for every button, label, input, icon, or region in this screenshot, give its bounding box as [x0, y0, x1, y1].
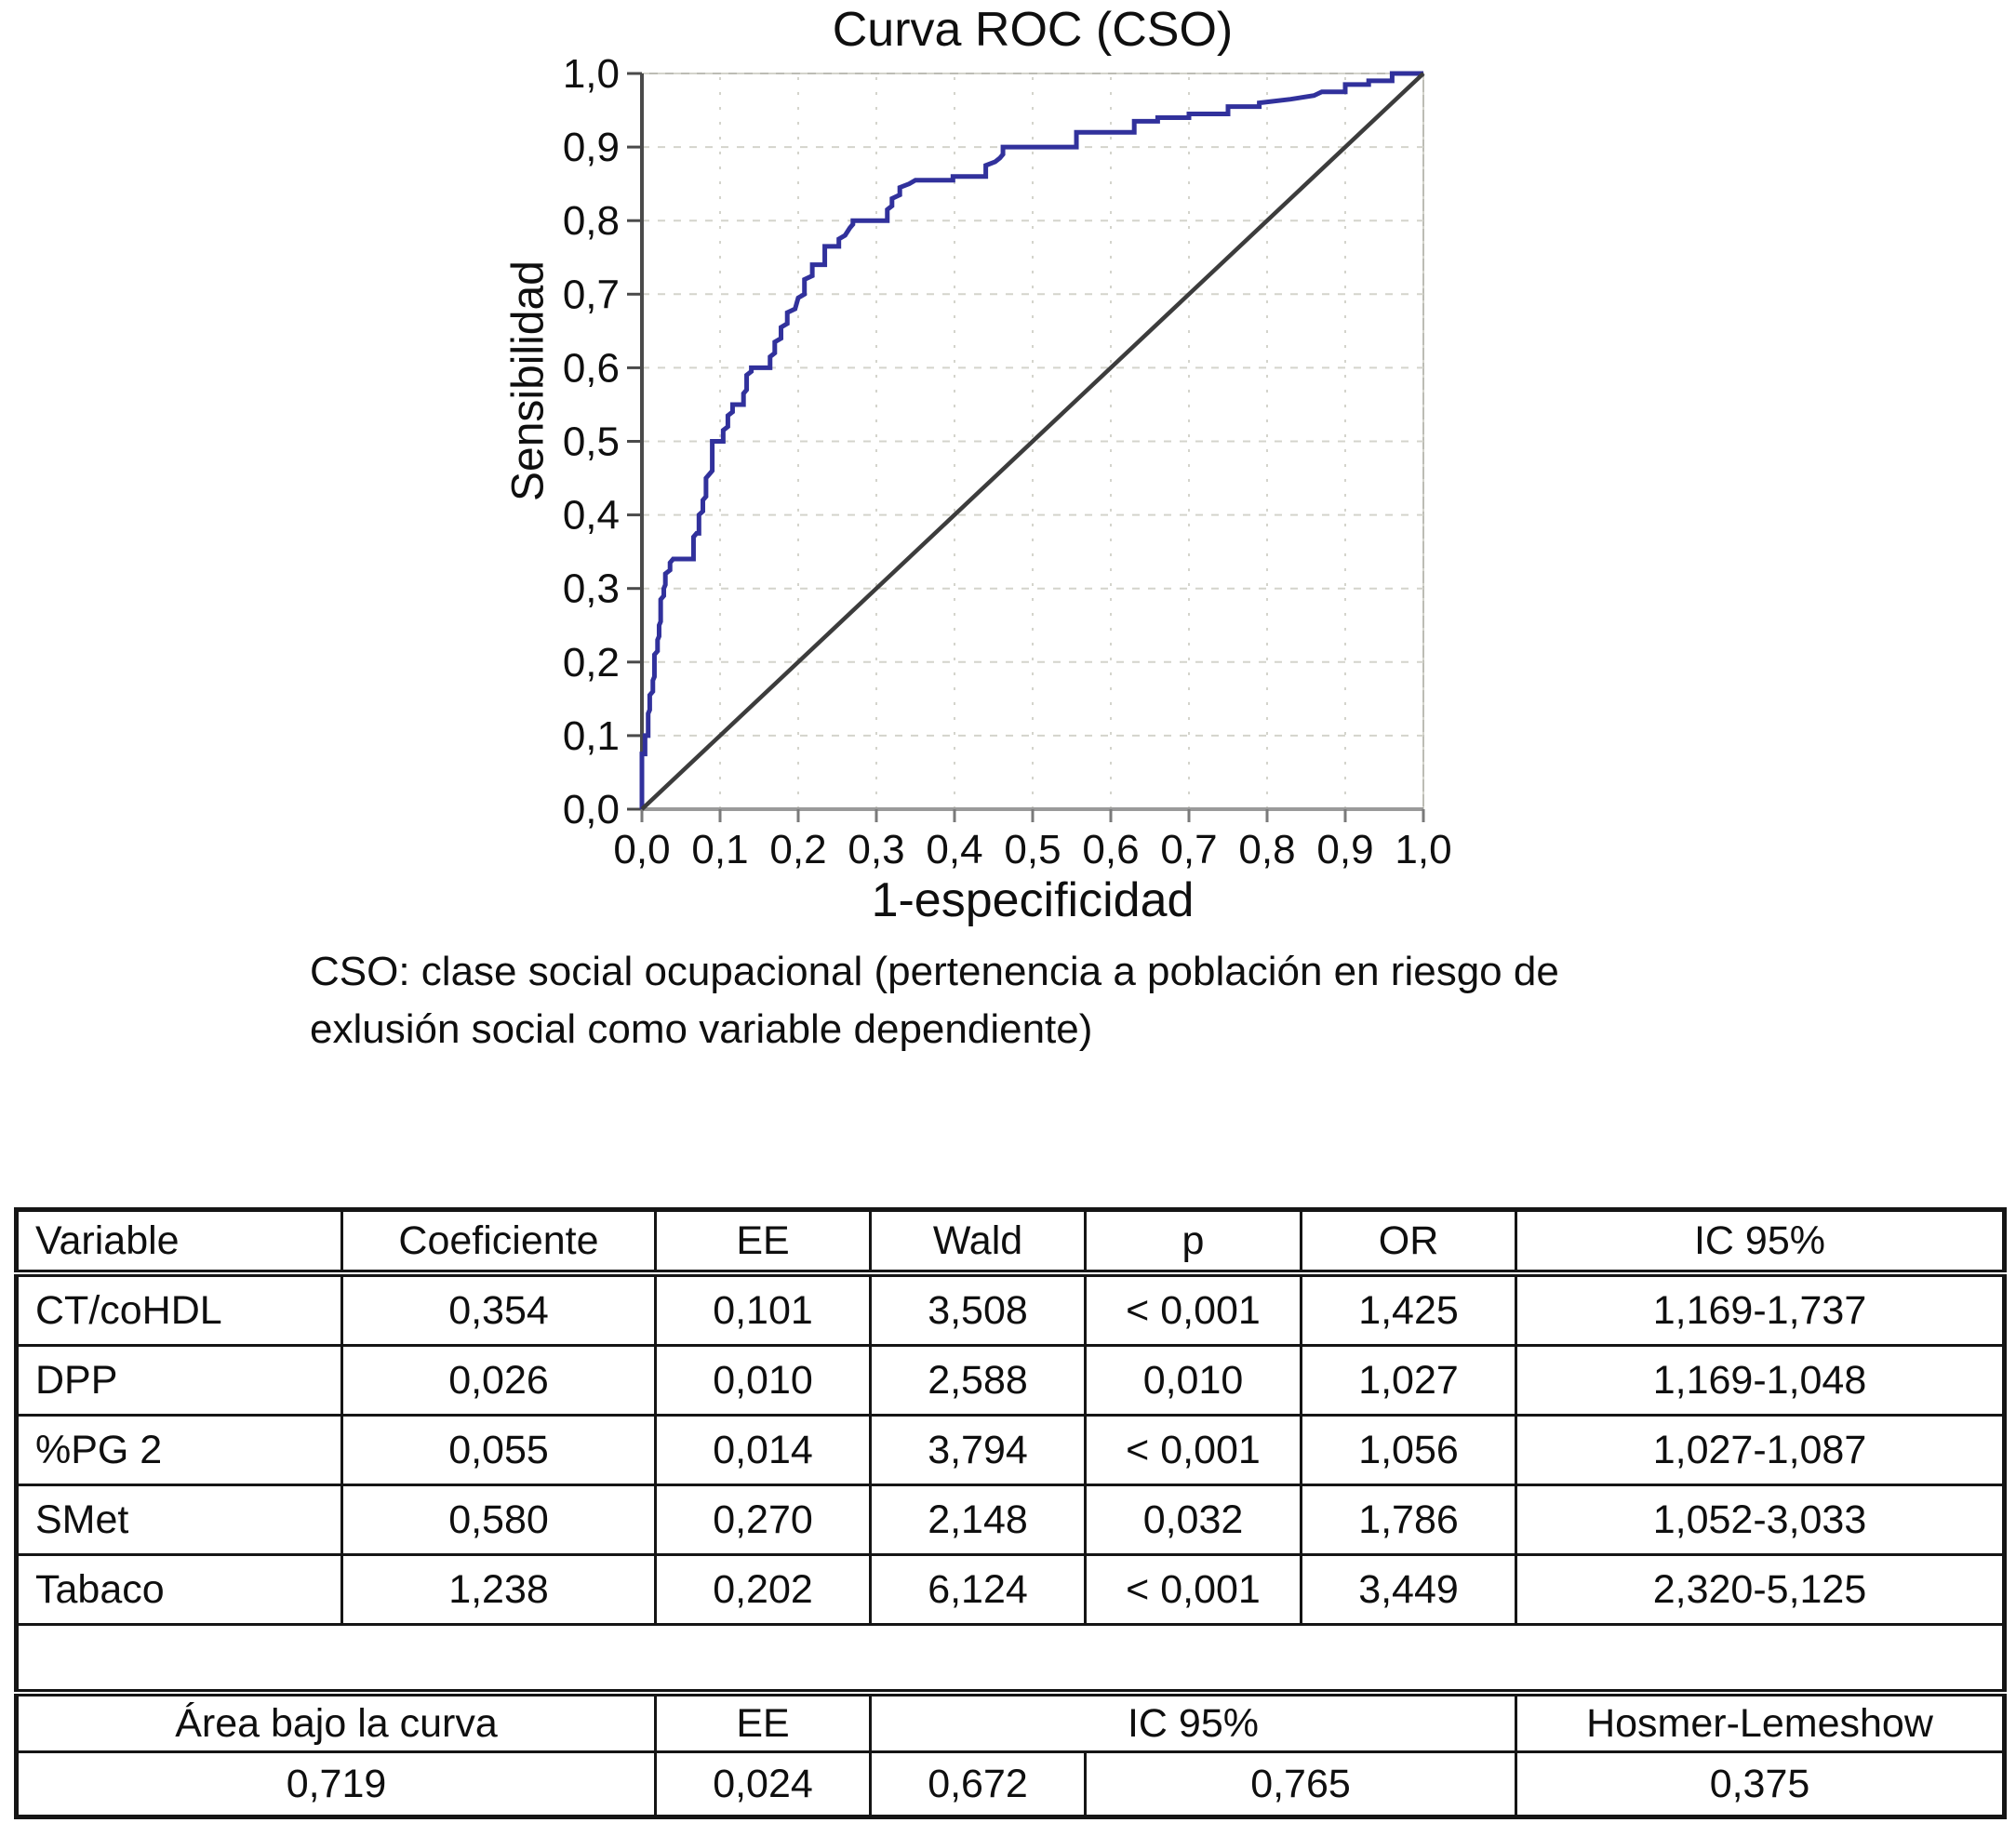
value-cell: 0,270: [654, 1484, 872, 1556]
y-tick-label: 0,4: [563, 493, 620, 539]
x-tick-label: 0,6: [1082, 827, 1139, 872]
ic95-lower-value: 0,672: [869, 1750, 1087, 1818]
x-tick-label: 0,8: [1238, 827, 1295, 872]
variable-name: Tabaco: [15, 1553, 343, 1626]
y-tick-label: 0,9: [563, 125, 620, 170]
column-header-4: Wald: [869, 1208, 1087, 1277]
value-cell: < 0,001: [1084, 1414, 1302, 1486]
hosmer-lemeshow-header: Hosmer-Lemeshow: [1515, 1691, 2006, 1753]
results-table-head: Variable Coeficiente EE Wald p OR IC 95%: [15, 1208, 2006, 1277]
auc-header: Área bajo la curva: [15, 1691, 657, 1753]
ee-value: 0,024: [654, 1750, 872, 1818]
value-cell: < 0,001: [1084, 1553, 1302, 1626]
value-cell: 0,354: [340, 1271, 657, 1347]
y-tick-label: 0,1: [563, 713, 620, 759]
variable-name: %PG 2: [15, 1414, 343, 1486]
value-cell: 0,014: [654, 1414, 872, 1486]
table-row: Tabaco 1,238 0,202 6,124 < 0,001 3,449 2,320-5…: [15, 1553, 2006, 1626]
column-header-6: OR: [1300, 1208, 1517, 1277]
x-tick-label: 0,2: [769, 827, 826, 872]
value-cell: 0,010: [654, 1344, 872, 1417]
spacer-row: [16, 1623, 2005, 1697]
y-tick-label: 0,6: [563, 345, 620, 391]
value-cell: 1,027: [1300, 1344, 1517, 1417]
hosmer-lemeshow-value: 0,375: [1515, 1750, 2006, 1818]
value-cell: < 0,001: [1084, 1271, 1302, 1347]
ee-header: EE: [654, 1691, 872, 1753]
value-cell: 0,101: [654, 1271, 872, 1347]
value-cell: 2,588: [869, 1344, 1087, 1417]
value-cell: 1,786: [1300, 1484, 1517, 1556]
value-cell: 1,052-3,033: [1515, 1484, 2006, 1556]
auc-values-row: 0,719 0,024 0,672 0,765 0,375: [15, 1750, 2006, 1818]
value-cell: 3,794: [869, 1414, 1087, 1486]
table-row: %PG 2 0,055 0,014 3,794 < 0,001 1,056 1,027-1,…: [15, 1414, 2006, 1486]
column-header-7: IC 95%: [1515, 1208, 2006, 1277]
value-cell: 3,508: [869, 1271, 1087, 1347]
results-table: Variable Coeficiente EE Wald p OR IC 95% CT/co…: [14, 1207, 2007, 1819]
value-cell: 0,032: [1084, 1484, 1302, 1556]
variable-name: SMet: [15, 1484, 343, 1556]
x-tick-label: 0,7: [1160, 827, 1217, 872]
y-axis-label: Sensibilidad: [503, 260, 554, 502]
x-tick-label: 0,1: [691, 827, 748, 872]
x-tick-label: 0,9: [1316, 827, 1373, 872]
table-header-row: Variable Coeficiente EE Wald p OR IC 95%: [15, 1208, 2006, 1277]
auc-value: 0,719: [15, 1750, 657, 1818]
y-tick-label: 0,7: [563, 272, 620, 317]
y-tick-label: 0,0: [563, 787, 620, 832]
value-cell: 1,056: [1300, 1414, 1517, 1486]
figure-caption: CSO: clase social ocupacional (pertenenc…: [310, 949, 1559, 1053]
value-cell: 0,055: [340, 1414, 657, 1486]
table-row: SMet 0,580 0,270 2,148 0,032 1,786 1,052-3,033: [15, 1484, 2006, 1556]
value-cell: 1,169-1,737: [1515, 1271, 2006, 1347]
ic95-header: IC 95%: [869, 1691, 1517, 1753]
column-header-5: p: [1084, 1208, 1302, 1277]
ic95-upper-value: 0,765: [1084, 1750, 1517, 1818]
y-tick-label: 1,0: [563, 51, 620, 97]
x-tick-label: 1,0: [1395, 827, 1451, 872]
roc-curve: [639, 71, 1423, 809]
chart-title: Curva ROC (CSO): [832, 3, 1234, 57]
value-cell: 0,010: [1084, 1344, 1302, 1417]
results-table-body: CT/coHDL 0,354 0,101 3,508 < 0,001 1,425 1,169…: [15, 1271, 2006, 1818]
table-row: DPP 0,026 0,010 2,588 0,010 1,027 1,169-1,048: [15, 1344, 2006, 1417]
value-cell: 6,124: [869, 1553, 1087, 1626]
x-tick-label: 0,4: [926, 827, 982, 872]
value-cell: 0,026: [340, 1344, 657, 1417]
variable-name: DPP: [15, 1344, 343, 1417]
value-cell: 3,449: [1300, 1553, 1517, 1626]
value-cell: 0,202: [654, 1553, 872, 1626]
y-tick-label: 0,2: [563, 640, 620, 685]
y-tick-label: 0,3: [563, 566, 620, 612]
column-header-1: Variable: [15, 1208, 343, 1277]
x-axis-label: 1-especificidad: [871, 873, 1195, 927]
value-cell: 1,027-1,087: [1515, 1414, 2006, 1486]
x-tick-label: 0,0: [613, 827, 670, 872]
x-tick-label: 0,3: [848, 827, 904, 872]
value-cell: 2,320-5,125: [1515, 1553, 2006, 1626]
column-header-3: EE: [654, 1208, 872, 1277]
value-cell: 1,425: [1300, 1271, 1517, 1347]
value-cell: 1,169-1,048: [1515, 1344, 2006, 1417]
column-header-2: Coeficiente: [340, 1208, 657, 1277]
value-cell: 1,238: [340, 1553, 657, 1626]
value-cell: 2,148: [869, 1484, 1087, 1556]
table-row: CT/coHDL 0,354 0,101 3,508 < 0,001 1,425 1,169…: [15, 1271, 2006, 1347]
variable-name: CT/coHDL: [15, 1271, 343, 1347]
x-tick-label: 0,5: [1004, 827, 1061, 872]
value-cell: 0,580: [340, 1484, 657, 1556]
y-tick-label: 0,8: [563, 198, 620, 244]
y-tick-label: 0,5: [563, 419, 620, 465]
auc-header-row: Área bajo la curva EE IC 95% Hosmer-Lemesho…: [15, 1691, 2006, 1753]
roc-chart-svg: 0,00,0 0,1 0,1 0,2 0,2 0,3 0,3 0,4 0,4 0,5 0,5 0,6 0…: [563, 51, 1452, 872]
reference-diagonal-line: [640, 72, 1425, 811]
spacer-cell: [16, 1623, 2005, 1697]
